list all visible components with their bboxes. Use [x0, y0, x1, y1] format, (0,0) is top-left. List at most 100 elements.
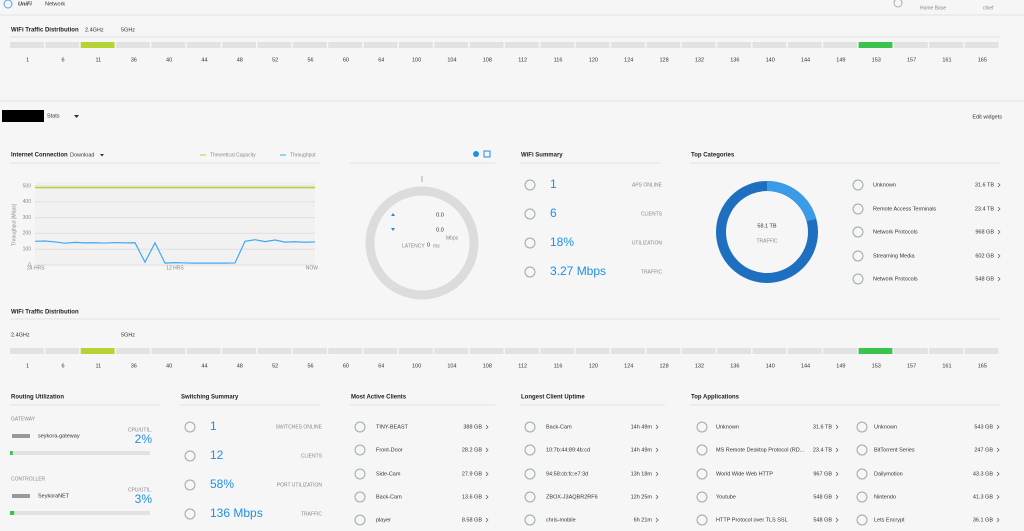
channel-bar: [45, 348, 80, 354]
section-title: WiFi Traffic Distribution: [11, 28, 79, 34]
chevron[interactable]: [835, 517, 839, 523]
client-name: TINY-BEAST: [376, 424, 409, 430]
category-name: Remote Access Terminals: [873, 206, 936, 212]
chevron[interactable]: [485, 494, 489, 500]
chevron[interactable]: [835, 424, 839, 430]
mode[interactable]: Download: [70, 152, 94, 158]
speedtest-btn[interactable]: [473, 151, 479, 157]
app-icon: [696, 421, 708, 433]
site[interactable]: Home Base: [920, 5, 946, 11]
down-arrow: [391, 228, 395, 231]
channel-label: 64: [378, 363, 384, 369]
chevron[interactable]: [835, 471, 839, 477]
app-name: World Wide Web HTTP: [716, 471, 773, 477]
chevron[interactable]: [835, 447, 839, 453]
chevron[interactable]: [485, 447, 489, 453]
refresh-icon[interactable]: [893, 0, 903, 8]
chevron[interactable]: [655, 494, 659, 500]
chevron[interactable]: [996, 471, 1000, 477]
client-name: chris-mobile: [546, 517, 576, 523]
app-name: HTTP Protocol over TLS SSL: [716, 517, 788, 523]
summary-value: 6: [550, 206, 557, 220]
channel-label: 144: [801, 57, 810, 63]
chevron[interactable]: [997, 229, 1001, 235]
channel-label: 132: [695, 363, 704, 369]
channel-bar: [646, 42, 681, 48]
channel-label: 161: [942, 57, 951, 63]
chevron[interactable]: [997, 253, 1001, 259]
metric-label: CPU/UTIL.: [128, 427, 152, 433]
chevron[interactable]: [835, 494, 839, 500]
client-value: 12h 25m: [631, 494, 653, 500]
card-title: Routing Utilization: [11, 395, 64, 401]
util-bar: [10, 511, 15, 515]
edit-widgets[interactable]: Edit widgets: [972, 114, 1002, 120]
client-icon: [524, 444, 536, 456]
chevron[interactable]: [655, 471, 659, 477]
latency-label: LATENCY: [402, 243, 425, 249]
chevron[interactable]: [997, 206, 1001, 212]
client-name: ZBOX-J3AQBR2RF6: [546, 494, 598, 500]
chevron[interactable]: [997, 182, 1001, 188]
channel-label: 36: [131, 363, 137, 369]
app-name: Lets Encrypt: [874, 517, 905, 523]
summary-value: 12: [210, 448, 224, 462]
channel-bar: [292, 42, 327, 48]
channel-label: 11: [96, 57, 102, 63]
channel-label: 44: [201, 57, 207, 63]
chevron[interactable]: [485, 424, 489, 430]
client-icon: [524, 421, 536, 433]
chevron[interactable]: [655, 424, 659, 430]
client-value: 27.9 GB: [462, 471, 483, 477]
user[interactable]: chief: [983, 5, 994, 11]
channel-bar: [328, 348, 363, 354]
channel-bar: [505, 42, 539, 48]
channel-bar: [257, 348, 292, 354]
chevron[interactable]: [996, 517, 1000, 523]
channel-bar: [80, 42, 115, 48]
summary-icon: [524, 237, 536, 249]
summary-icon: [184, 450, 196, 462]
channel-bar: [575, 42, 610, 48]
app-name: Unknown: [716, 424, 739, 430]
channel-label: 112: [518, 57, 527, 63]
client-value: 13h 18m: [631, 471, 653, 477]
summary-value: 136 Mbps: [210, 506, 263, 520]
summary-icon: [184, 421, 196, 433]
client-value: 8.58 GB: [462, 517, 483, 523]
redacted: [2, 110, 44, 122]
chevron[interactable]: [655, 447, 659, 453]
chevron[interactable]: [997, 276, 1001, 282]
util-track: [10, 451, 150, 455]
y-tick-label: 100: [23, 247, 32, 253]
category-icon: [852, 179, 864, 191]
chevron[interactable]: [996, 494, 1000, 500]
channel-bar: [151, 348, 186, 354]
latency-unit: ms: [433, 243, 440, 249]
channel-bar: [257, 42, 292, 48]
summary-label: TRAFFIC: [641, 269, 662, 275]
brand: UniFi: [18, 1, 32, 7]
channel-label: 36: [131, 57, 137, 63]
expand-btn[interactable]: [483, 150, 491, 158]
app-icon: [696, 491, 708, 503]
channel-label: 48: [237, 363, 243, 369]
chevron[interactable]: [485, 471, 489, 477]
chevron[interactable]: [996, 424, 1000, 430]
client-icon: [354, 491, 366, 503]
channel-label: 60: [343, 363, 349, 369]
chevron[interactable]: [485, 517, 489, 523]
summary-icon: [184, 508, 196, 520]
chevron[interactable]: [996, 447, 1000, 453]
stats-title[interactable]: Stats: [47, 113, 60, 119]
category-name: Network Protocols: [873, 229, 918, 235]
metric-value: 3%: [135, 492, 153, 506]
channel-label: 100: [412, 363, 421, 369]
channel-bar: [893, 42, 928, 48]
app-value: 548 GB: [813, 494, 832, 500]
summary-icon: [524, 179, 536, 191]
category-value: 968 GB: [975, 229, 994, 235]
channel-label: 136: [730, 57, 739, 63]
channel-label: 48: [237, 57, 243, 63]
chevron[interactable]: [655, 517, 659, 523]
